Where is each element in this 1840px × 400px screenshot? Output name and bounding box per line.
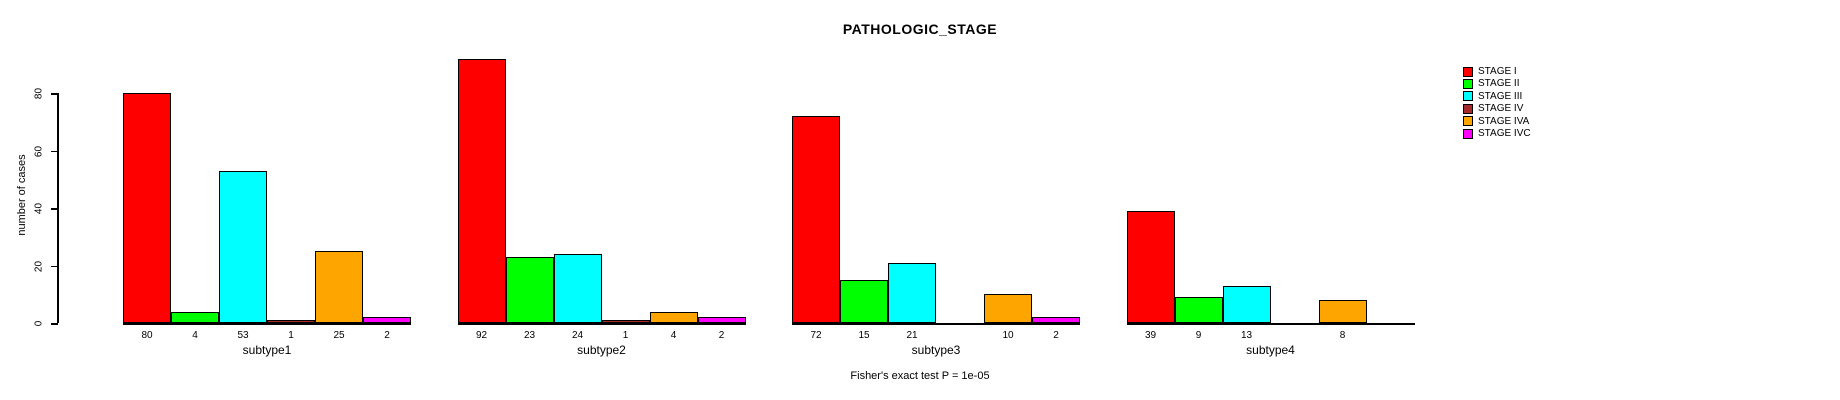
bar-value-label: 23 (523, 330, 536, 341)
bar-value-label: 53 (237, 330, 249, 341)
legend-item-label: STAGE III (1478, 90, 1523, 102)
bar-subtype2-stage-ii (505, 256, 554, 323)
y-tick-label: 20 (33, 260, 45, 272)
y-tick-label: 40 (33, 202, 45, 215)
x-axis-group-label-subtype2: subtype2 (577, 343, 626, 357)
bar-value-label: 2 (384, 330, 390, 341)
legend-swatch-icon (1463, 103, 1473, 114)
bar-subtype1-stage-i (123, 93, 171, 323)
bar-subtype3-stage-i (792, 116, 840, 323)
fisher-test-note: Fisher's exact test P = 1e-05 (850, 370, 990, 382)
bar-subtype3-stage-iva (984, 294, 1032, 323)
bar-subtype1-stage-iv (267, 320, 315, 323)
x-axis-baseline-subtype4 (1126, 323, 1415, 325)
bar-value-label: 15 (858, 330, 870, 341)
bar-value-label: 92 (475, 330, 488, 341)
legend-swatch-icon (1463, 66, 1473, 77)
legend-swatch-icon (1463, 116, 1473, 127)
bar-value-label: 13 (1240, 330, 1253, 341)
bar-value-label: 2 (718, 330, 725, 341)
y-tick-label: 60 (33, 145, 45, 157)
y-tick-mark (51, 150, 58, 152)
bar-value-label: 10 (1002, 330, 1014, 341)
x-axis-group-label-subtype4: subtype4 (1246, 343, 1295, 357)
x-axis-group-label-subtype3: subtype3 (911, 343, 961, 357)
legend-item-label: STAGE IV (1478, 103, 1524, 115)
legend-item-stage-iv: STAGE IV (1463, 103, 1523, 114)
x-axis-baseline-subtype2 (457, 323, 746, 325)
bar-value-label: 21 (906, 330, 918, 341)
legend-item-label: STAGE I (1478, 66, 1517, 77)
legend-swatch-icon (1463, 91, 1473, 102)
y-tick-mark (51, 265, 58, 267)
bar-subtype1-stage-iii (219, 170, 267, 323)
bar-subtype4-stage-i (1126, 210, 1175, 323)
x-axis-baseline-subtype3 (792, 323, 1080, 325)
x-axis-baseline-subtype1 (123, 323, 411, 325)
bar-value-label: 80 (141, 330, 153, 341)
bar-value-label: 9 (1195, 330, 1202, 341)
bar-subtype2-stage-i (457, 58, 506, 323)
y-tick-label: 80 (33, 87, 45, 100)
bar-value-label: 8 (1339, 330, 1346, 341)
legend-swatch-icon (1463, 128, 1473, 139)
bar-value-label: 1 (622, 330, 629, 341)
bar-value-label: 4 (192, 330, 198, 341)
bar-subtype4-stage-ii (1174, 297, 1223, 323)
bar-subtype1-stage-iva (315, 251, 363, 323)
bar-subtype3-stage-ii (840, 279, 888, 323)
bar-value-label: 72 (810, 330, 822, 341)
bar-value-label: 2 (1053, 330, 1059, 341)
x-axis-group-label-subtype1: subtype1 (242, 343, 292, 357)
bar-subtype2-stage-iva (649, 311, 698, 323)
bar-value-label: 4 (670, 330, 677, 341)
legend-item-label: STAGE II (1478, 78, 1520, 90)
bar-subtype2-stage-iv (601, 320, 650, 323)
legend-item-stage-iva: STAGE IVA (1463, 116, 1529, 127)
legend-item-stage-iii: STAGE III (1463, 91, 1522, 102)
bar-value-label: 24 (571, 330, 584, 341)
legend-swatch-icon (1463, 78, 1473, 89)
bar-subtype2-stage-iii (553, 254, 602, 323)
y-tick-mark (51, 93, 58, 95)
chart-title: PATHOLOGIC_STAGE (842, 21, 998, 37)
y-tick-label: 0 (33, 320, 45, 327)
bar-subtype1-stage-ivc (363, 317, 411, 323)
bar-subtype4-stage-iii (1222, 285, 1271, 323)
bar-subtype4-stage-iva (1318, 300, 1367, 323)
bar-value-label: 1 (288, 330, 294, 341)
legend-item-label: STAGE IVA (1478, 115, 1530, 127)
bar-subtype3-stage-ivc (1032, 317, 1080, 323)
y-tick-mark (51, 323, 58, 325)
legend-item-label: STAGE IVC (1478, 128, 1531, 139)
y-tick-mark (51, 208, 58, 210)
y-axis-label: number of cases (16, 154, 28, 236)
bar-subtype3-stage-iii (888, 262, 936, 323)
bar-subtype1-stage-ii (171, 311, 219, 323)
bar-value-label: 25 (333, 330, 345, 341)
legend-item-stage-i: STAGE I (1463, 66, 1517, 77)
legend-item-stage-ii: STAGE II (1463, 78, 1520, 89)
bar-value-label: 39 (1144, 330, 1157, 341)
legend-item-stage-ivc: STAGE IVC (1463, 128, 1531, 139)
bar-subtype2-stage-ivc (697, 317, 746, 323)
